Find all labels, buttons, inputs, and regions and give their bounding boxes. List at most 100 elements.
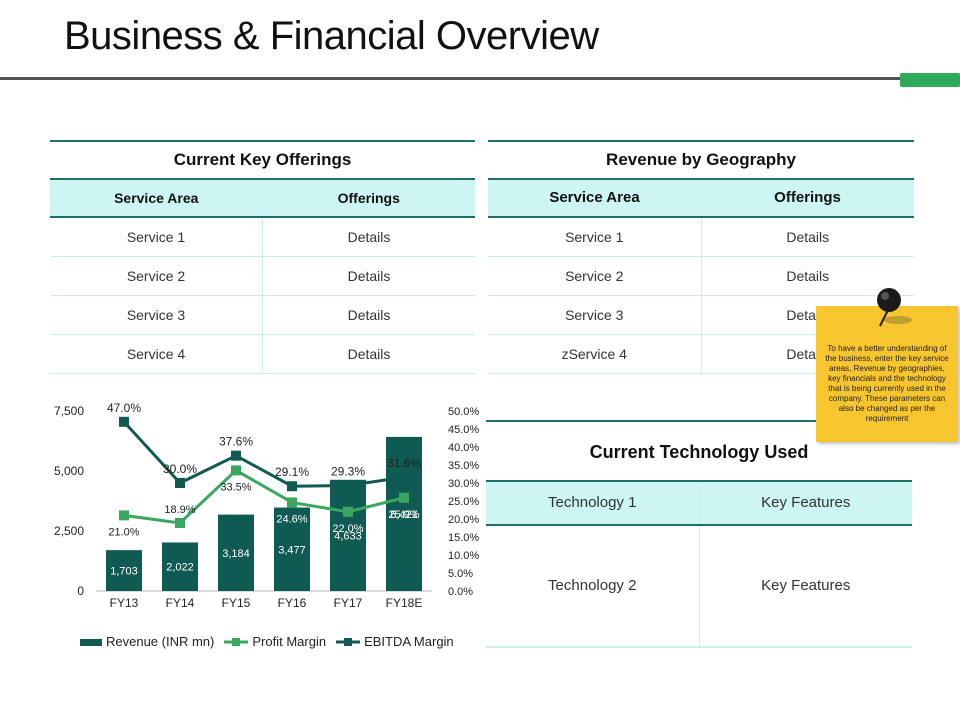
accent-bar <box>900 73 960 87</box>
cell-service: Service 4 <box>126 346 186 362</box>
revenue-bar <box>274 507 310 591</box>
header-offerings: Offerings <box>337 190 400 206</box>
x-tick-label: FY14 <box>166 596 195 610</box>
cell-service: Service 1 <box>565 229 624 245</box>
revenue-bar <box>218 514 254 591</box>
legend-label: Profit Margin <box>252 634 327 649</box>
sticky-note: To have a better understanding of the bu… <box>816 306 958 442</box>
legend-item-ebitda: EBITDA Margin <box>336 634 454 649</box>
page-title: Business & Financial Overview <box>64 14 599 58</box>
cell-service: Service 1 <box>126 229 186 245</box>
profit-margin-point <box>119 510 129 521</box>
y-right-tick-label: 45.0% <box>448 424 479 436</box>
legend-label: EBITDA Margin <box>364 634 454 649</box>
y-right-tick-label: 5.0% <box>448 568 473 580</box>
cell-service: Service 3 <box>126 307 186 323</box>
geography-table: Revenue by Geography Service Area Offeri… <box>488 140 914 374</box>
profit-data-label: 25.9% <box>388 509 419 521</box>
y-right-tick-label: 15.0% <box>448 532 479 544</box>
table-row: Service 4 Details <box>50 335 475 374</box>
ebitda-data-label: 29.3% <box>331 465 365 479</box>
header-offerings: Offerings <box>774 189 841 206</box>
revenue-data-label: 3,184 <box>222 548 250 560</box>
technology-table: Current Technology Used Technology 1 Key… <box>486 420 912 648</box>
y-right-tick-label: 10.0% <box>448 550 479 562</box>
geography-caption: Revenue by Geography <box>488 140 914 180</box>
profit-data-label: 18.9% <box>164 504 195 516</box>
y-right-tick-label: 20.0% <box>448 514 479 526</box>
y-right-tick-label: 35.0% <box>448 460 479 472</box>
profit-margin-point <box>231 465 241 476</box>
x-tick-label: FY17 <box>334 596 363 610</box>
y-right-tick-label: 50.0% <box>448 406 479 418</box>
legend-item-profit: Profit Margin <box>224 634 326 649</box>
revenue-bar <box>330 479 366 591</box>
key-offerings-table: Current Key Offerings Service Area Offer… <box>50 140 475 374</box>
title-divider <box>0 77 960 80</box>
revenue-data-label: 6,421 <box>390 509 418 521</box>
cell-offering: Details <box>700 218 915 256</box>
key-offerings-caption: Current Key Offerings <box>50 140 475 180</box>
profit-margin-point <box>399 492 409 503</box>
profit-data-label: 33.5% <box>220 481 251 493</box>
table-row: Technology 1 Key Features <box>486 480 912 526</box>
ebitda-data-label: 29.1% <box>275 465 309 479</box>
profit-margin-line <box>123 468 405 525</box>
revenue-bar <box>386 436 422 591</box>
cell-offering: Details <box>262 335 475 373</box>
ebitda-margin-point <box>287 481 297 492</box>
revenue-bar <box>162 542 198 591</box>
cell-offering: Details <box>262 257 475 295</box>
y-left-tick-label: 0 <box>77 584 84 598</box>
cell-features: Key Features <box>698 526 913 646</box>
financial-chart: 0 2,500 5,000 7,500 0.0% 5.0% 10.0% 15.0% 20.0% 2… <box>54 401 479 610</box>
x-tick-label: FY13 <box>110 596 139 610</box>
revenue-data-label: 1,703 <box>110 566 138 578</box>
ebitda-margin-point <box>119 416 129 427</box>
technology-caption: Current Technology Used <box>486 420 912 480</box>
ebitda-data-label: 37.6% <box>219 435 253 449</box>
cell-service: Service 3 <box>565 307 624 323</box>
y-right-tick-label: 30.0% <box>448 478 479 490</box>
profit-data-label: 24.6% <box>276 513 307 525</box>
table-row: Service 3 Details <box>50 296 475 335</box>
legend-item-revenue: Revenue (INR mn) <box>80 634 214 649</box>
table-row: Service 2 Details <box>488 257 914 296</box>
geography-header: Service Area Offerings <box>488 180 914 218</box>
profit-data-label: 22.0% <box>332 523 363 535</box>
table-row: Service 1 Details <box>50 218 475 257</box>
header-service-area: Service Area <box>114 190 199 206</box>
profit-data-label: 21.0% <box>108 526 139 538</box>
revenue-bar <box>106 550 142 591</box>
cell-service: Service 2 <box>126 268 186 284</box>
ebitda-margin-point <box>399 472 409 483</box>
table-row: Service 2 Details <box>50 257 475 296</box>
chart-legend: Revenue (INR mn) Profit Margin EBITDA Ma… <box>80 634 454 649</box>
x-tick-label: FY15 <box>222 596 251 610</box>
x-tick-label: FY18E <box>386 596 423 610</box>
key-offerings-header: Service Area Offerings <box>50 180 475 218</box>
revenue-data-label: 3,477 <box>278 544 306 556</box>
y-right-tick-label: 0.0% <box>448 586 473 598</box>
cell-offering: Details <box>262 296 475 334</box>
ebitda-margin-point <box>343 480 353 491</box>
ebitda-data-label: 47.0% <box>107 401 141 415</box>
ebitda-margin-point <box>175 478 185 488</box>
cell-offering: Details <box>262 218 475 256</box>
table-row: Technology 2 Key Features <box>486 526 912 648</box>
cell-service: Service 2 <box>565 268 624 284</box>
profit-margin-point <box>343 506 353 517</box>
legend-label: Revenue (INR mn) <box>106 634 215 649</box>
profit-margin-point <box>175 517 185 528</box>
revenue-data-label: 4,633 <box>334 530 362 542</box>
y-right-tick-label: 40.0% <box>448 442 479 454</box>
cell-offering: Details <box>700 257 915 295</box>
cell-service: zService 4 <box>561 346 627 362</box>
table-row: Service 1 Details <box>488 218 914 257</box>
ebitda-margin-point <box>231 450 241 461</box>
sticky-note-text: To have a better understanding of the bu… <box>825 344 949 423</box>
ebitda-margin-line <box>122 420 405 488</box>
profit-margin-point <box>287 497 297 508</box>
y-left-tick-label: 2,500 <box>54 524 84 538</box>
ebitda-data-label: 30.0% <box>163 462 197 476</box>
